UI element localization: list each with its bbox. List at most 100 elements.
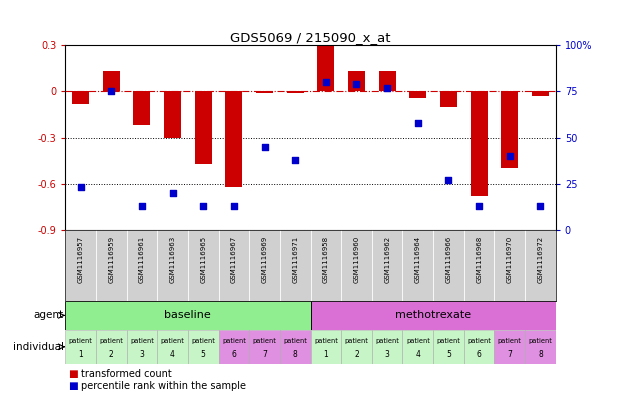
- Text: GSM1116958: GSM1116958: [323, 235, 329, 283]
- Point: [321, 79, 331, 85]
- Text: 7: 7: [262, 350, 267, 359]
- Text: transformed count: transformed count: [81, 369, 171, 379]
- Text: percentile rank within the sample: percentile rank within the sample: [81, 381, 246, 391]
- Bar: [409, 91, 426, 97]
- Bar: [225, 91, 242, 187]
- Bar: [256, 91, 273, 93]
- Point: [76, 184, 86, 191]
- Text: 6: 6: [477, 350, 481, 359]
- Text: 3: 3: [385, 350, 389, 359]
- Bar: [402, 330, 433, 364]
- Text: patient: patient: [528, 338, 553, 344]
- Text: GSM1116959: GSM1116959: [108, 235, 114, 283]
- Bar: [102, 72, 120, 91]
- Point: [229, 203, 239, 209]
- Point: [198, 203, 208, 209]
- Point: [260, 143, 270, 150]
- Text: ■: ■: [68, 369, 78, 379]
- Text: methotrexate: methotrexate: [395, 310, 471, 320]
- Bar: [65, 301, 310, 329]
- Bar: [525, 330, 556, 364]
- Text: 2: 2: [354, 350, 359, 359]
- Text: patient: patient: [99, 338, 123, 344]
- Title: GDS5069 / 215090_x_at: GDS5069 / 215090_x_at: [230, 31, 391, 44]
- Text: 5: 5: [201, 350, 206, 359]
- Bar: [96, 330, 127, 364]
- Text: patient: patient: [222, 338, 246, 344]
- Text: 4: 4: [170, 350, 175, 359]
- Bar: [341, 330, 372, 364]
- Text: 4: 4: [415, 350, 420, 359]
- Text: patient: patient: [437, 338, 460, 344]
- Text: GSM1116965: GSM1116965: [200, 235, 206, 283]
- Text: GSM1116960: GSM1116960: [353, 235, 360, 283]
- Bar: [188, 330, 219, 364]
- Text: patient: patient: [161, 338, 184, 344]
- Point: [351, 81, 361, 87]
- Text: baseline: baseline: [165, 310, 211, 320]
- Bar: [464, 330, 494, 364]
- Bar: [471, 91, 487, 196]
- Text: ■: ■: [68, 381, 78, 391]
- Bar: [65, 330, 96, 364]
- Text: GSM1116968: GSM1116968: [476, 235, 482, 283]
- Text: patient: patient: [498, 338, 522, 344]
- Text: GSM1116961: GSM1116961: [139, 235, 145, 283]
- Point: [413, 119, 423, 126]
- Bar: [219, 330, 249, 364]
- Text: 1: 1: [324, 350, 329, 359]
- Text: patient: patient: [314, 338, 338, 344]
- Bar: [287, 91, 304, 93]
- Bar: [157, 330, 188, 364]
- Bar: [310, 330, 341, 364]
- Point: [474, 203, 484, 209]
- Bar: [195, 91, 212, 164]
- Point: [535, 203, 545, 209]
- Text: GSM1116966: GSM1116966: [445, 235, 451, 283]
- Text: 3: 3: [140, 350, 144, 359]
- Text: patient: patient: [253, 338, 276, 344]
- Point: [505, 153, 515, 159]
- Bar: [348, 72, 365, 91]
- Text: patient: patient: [191, 338, 215, 344]
- Point: [168, 190, 178, 196]
- Bar: [440, 91, 457, 107]
- Text: GSM1116957: GSM1116957: [78, 235, 84, 283]
- Text: 1: 1: [78, 350, 83, 359]
- Text: patient: patient: [406, 338, 430, 344]
- Text: patient: patient: [345, 338, 368, 344]
- Text: 8: 8: [292, 350, 297, 359]
- Text: 6: 6: [232, 350, 236, 359]
- Text: 7: 7: [507, 350, 512, 359]
- Text: patient: patient: [130, 338, 154, 344]
- Text: GSM1116963: GSM1116963: [170, 235, 176, 283]
- Text: 2: 2: [109, 350, 114, 359]
- Point: [137, 203, 147, 209]
- Bar: [72, 91, 89, 104]
- Text: patient: patient: [467, 338, 491, 344]
- Bar: [379, 72, 396, 91]
- Text: GSM1116970: GSM1116970: [507, 235, 513, 283]
- Point: [106, 88, 116, 94]
- Text: individual: individual: [12, 342, 64, 352]
- Point: [290, 156, 300, 163]
- Text: patient: patient: [283, 338, 307, 344]
- Text: GSM1116964: GSM1116964: [415, 235, 421, 283]
- Text: 8: 8: [538, 350, 543, 359]
- Bar: [249, 330, 280, 364]
- Bar: [317, 45, 334, 91]
- Text: GSM1116962: GSM1116962: [384, 235, 390, 283]
- Bar: [372, 330, 402, 364]
- Text: 5: 5: [446, 350, 451, 359]
- Text: GSM1116967: GSM1116967: [231, 235, 237, 283]
- Point: [382, 84, 392, 91]
- Bar: [164, 91, 181, 138]
- Bar: [532, 91, 549, 96]
- Bar: [310, 301, 556, 329]
- Text: agent: agent: [34, 310, 64, 320]
- Point: [443, 177, 453, 183]
- Text: GSM1116972: GSM1116972: [537, 235, 543, 283]
- Text: GSM1116971: GSM1116971: [292, 235, 298, 283]
- Text: patient: patient: [375, 338, 399, 344]
- Text: patient: patient: [68, 338, 93, 344]
